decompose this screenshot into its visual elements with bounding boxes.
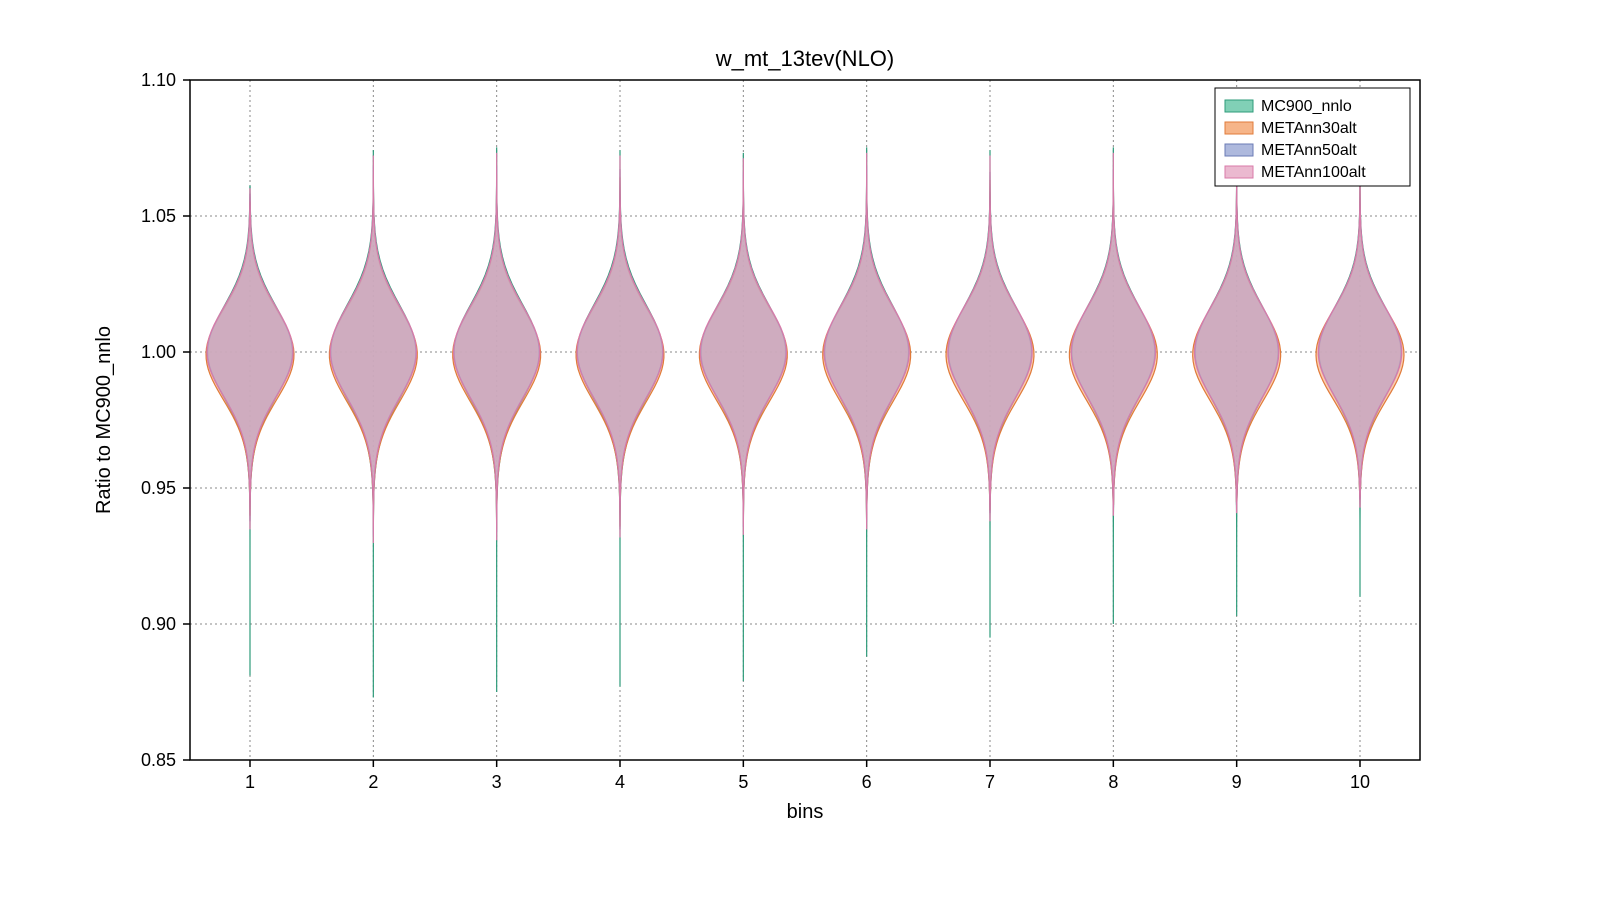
legend-swatch-METAnn100alt: [1225, 166, 1253, 178]
ytick-label: 1.05: [141, 206, 176, 226]
xtick-label: 7: [985, 772, 995, 792]
legend-label-METAnn30alt: METAnn30alt: [1261, 120, 1357, 137]
xtick-label: 3: [492, 772, 502, 792]
xtick-label: 4: [615, 772, 625, 792]
xtick-label: 1: [245, 772, 255, 792]
ytick-label: 1.10: [141, 70, 176, 90]
violin-chart: 0.85 0.90 0.95 1.00 1.05 1.10 1 2 3 4 5 6 7 8 9 10 bins R…: [0, 0, 1600, 900]
chart-title: w_mt_13tev(NLO): [715, 46, 895, 71]
xtick-label: 8: [1108, 772, 1118, 792]
legend-label-MC900_nnlo: MC900_nnlo: [1261, 98, 1352, 115]
legend-swatch-METAnn30alt: [1225, 122, 1253, 134]
x-axis-label: bins: [787, 801, 824, 823]
ytick-label: 0.85: [141, 750, 176, 770]
xtick-label: 2: [368, 772, 378, 792]
legend-label-METAnn50alt: METAnn50alt: [1261, 142, 1357, 159]
xtick-label: 5: [738, 772, 748, 792]
xtick-label: 6: [862, 772, 872, 792]
chart-container: 0.85 0.90 0.95 1.00 1.05 1.10 1 2 3 4 5 6 7 8 9 10 bins R…: [0, 0, 1600, 900]
ytick-label: 0.95: [141, 478, 176, 498]
y-axis-label: Ratio to MC900_nnlo: [93, 326, 115, 514]
legend-swatch-METAnn50alt: [1225, 144, 1253, 156]
legend-label-METAnn100alt: METAnn100alt: [1261, 164, 1366, 181]
ytick-label: 1.00: [141, 342, 176, 362]
xtick-label: 9: [1232, 772, 1242, 792]
xtick-label: 10: [1350, 772, 1370, 792]
ytick-label: 0.90: [141, 614, 176, 634]
legend-swatch-MC900_nnlo: [1225, 100, 1253, 112]
